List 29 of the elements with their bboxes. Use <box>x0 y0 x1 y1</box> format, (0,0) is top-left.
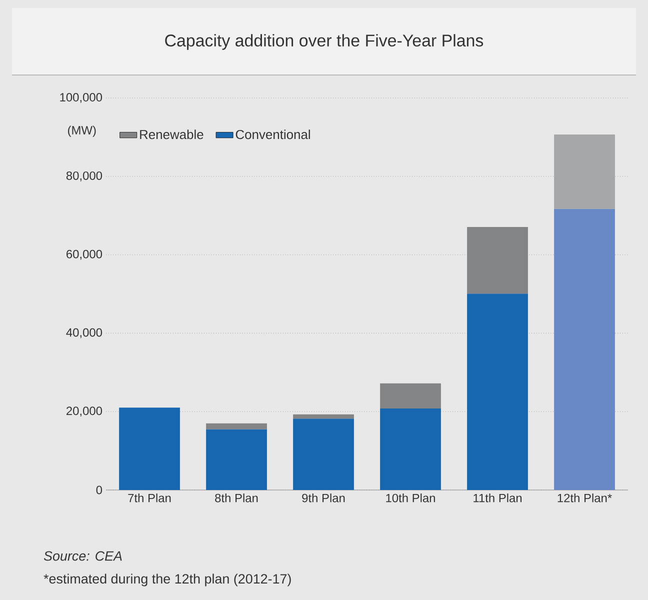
bar <box>380 383 441 408</box>
bar <box>293 418 354 490</box>
x-tick-label: 11th Plan <box>474 494 522 502</box>
x-tick-label: 12th Plan* <box>558 494 612 502</box>
y-tick-label: 40,000 <box>66 328 102 338</box>
x-tick-label: 9th Plan <box>302 494 345 502</box>
x-tick-label: 7th Plan <box>128 494 171 502</box>
bar <box>293 414 354 419</box>
text: *estimated during the 12th plan (2012-17) <box>44 574 291 586</box>
bar <box>206 429 267 490</box>
y-tick-label: 100,000 <box>60 93 102 103</box>
legend-label: Conventional <box>236 130 310 140</box>
y-tick-label: 20,000 <box>66 406 102 417</box>
bar <box>380 408 441 490</box>
y-tick-label: 80,000 <box>66 171 102 182</box>
legend-label: Renewable <box>140 130 204 140</box>
y-tick-label: 60,000 <box>66 250 102 260</box>
x-tick-label: 10th Plan <box>386 494 435 502</box>
bar <box>119 408 180 490</box>
source-note: Source: CEA <box>44 551 122 561</box>
bar <box>206 423 267 430</box>
bar <box>554 134 615 209</box>
bar <box>554 208 615 490</box>
bar <box>467 294 528 490</box>
y-axis-title: (MW) <box>68 126 96 137</box>
bar <box>467 226 528 294</box>
x-tick-label: 8th Plan <box>215 494 258 502</box>
y-tick-label: 0 <box>96 486 102 494</box>
chart-title: Capacity addition over the Five-Year Plans <box>165 34 484 50</box>
